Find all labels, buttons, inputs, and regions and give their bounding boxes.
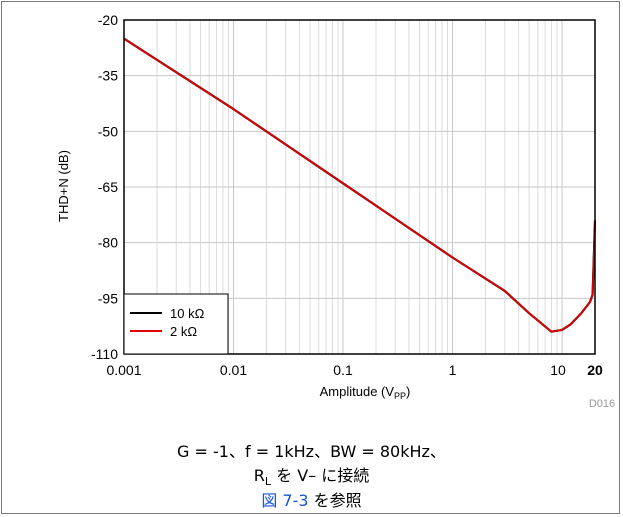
caption-line-2: RL を V– に接続 <box>253 466 370 489</box>
curves <box>123 37 597 333</box>
x-tick-label: 1 <box>449 362 457 378</box>
legend-label-10k: 10 kΩ <box>170 306 205 321</box>
x-tick-label: 20 <box>587 362 603 378</box>
y-tick-label: -95 <box>98 290 118 306</box>
figure-code: D016 <box>589 398 615 410</box>
plot-border <box>123 19 596 355</box>
y-tick-label: -80 <box>98 235 118 251</box>
y-tick-label: -20 <box>98 12 118 28</box>
y-tick-label: -50 <box>98 123 118 139</box>
y-axis-label: THD+N (dB) <box>56 150 71 222</box>
series-line-1 <box>123 37 596 333</box>
caption-line-3: 図 7-3 を参照 <box>261 491 362 510</box>
x-tick-label: 0.1 <box>333 362 353 378</box>
y-tick-label: -65 <box>98 179 118 195</box>
caption-line-1: G = -1、f = 1kHz、BW = 80kHz、 <box>177 442 446 461</box>
y-tick-label: -35 <box>98 68 118 84</box>
legend-label-2k: 2 kΩ <box>170 324 197 339</box>
x-axis-label: Amplitude (VPP) <box>320 384 411 401</box>
legend-box <box>123 293 229 355</box>
x-tick-label: 0.01 <box>220 362 247 378</box>
x-tick-label: 0.001 <box>106 362 141 378</box>
x-tick-labels: 0.001 0.01 0.1 1 10 20 <box>106 362 603 378</box>
series-line-0 <box>123 37 597 333</box>
y-tick-labels: -20 -35 -50 -65 -80 -95 -110 <box>91 12 118 362</box>
y-tick-label: -110 <box>91 346 118 362</box>
legend: 10 kΩ 2 kΩ <box>123 293 229 355</box>
figure-reference-link[interactable]: 図 7-3 <box>261 491 309 510</box>
x-tick-label: 10 <box>550 362 566 378</box>
